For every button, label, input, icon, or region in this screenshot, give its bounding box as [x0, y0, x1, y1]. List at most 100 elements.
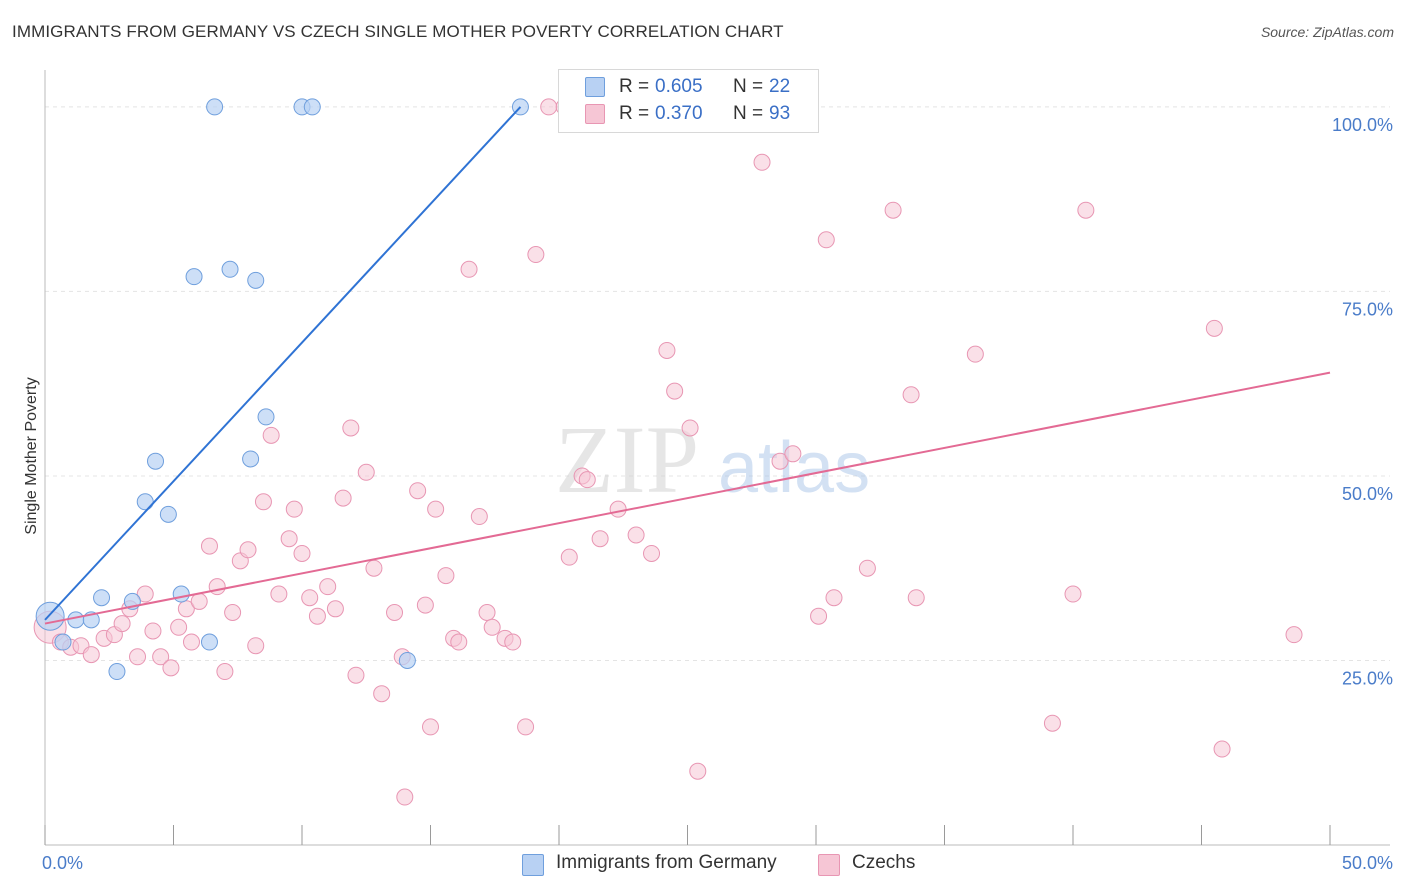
czech-point — [681, 419, 699, 437]
czech-point — [858, 559, 876, 577]
germany-point — [108, 663, 126, 681]
czech-n-label: N = — [733, 103, 764, 124]
germany-points — [35, 98, 529, 681]
watermark-atlas: atlas — [718, 428, 870, 508]
czech-point — [200, 537, 218, 555]
czech-point — [136, 585, 154, 603]
germany-point — [136, 493, 154, 511]
germany-point — [257, 408, 275, 426]
grid-lines — [45, 106, 1390, 661]
bottom-czech-label: Czechs — [852, 852, 916, 873]
czech-point — [591, 530, 609, 548]
czech-point — [224, 604, 242, 621]
czech-point — [817, 231, 835, 249]
germany-point — [200, 633, 218, 651]
czech-point — [907, 589, 925, 607]
y-axis-label: Single Mother Poverty — [23, 377, 40, 534]
czech-point — [1077, 201, 1095, 219]
czech-point — [560, 548, 578, 566]
germany-n-label: N = — [733, 76, 764, 97]
czech-trend-line — [44, 371, 1331, 625]
czech-point — [1205, 319, 1223, 337]
czech-point — [308, 607, 326, 625]
czech-point — [753, 153, 771, 171]
germany-point — [247, 271, 265, 289]
czech-point — [966, 345, 984, 363]
czech-point — [357, 463, 375, 481]
germany-r-value: 0.605 — [655, 76, 703, 97]
czech-point — [627, 526, 645, 544]
x-tick-label: 0.0% — [42, 853, 83, 873]
czech-point — [216, 663, 234, 681]
czech-point — [416, 596, 434, 614]
germany-point — [221, 260, 239, 278]
czech-point — [902, 386, 920, 404]
czech-point — [113, 615, 131, 633]
czech-point — [578, 471, 596, 489]
czech-point — [884, 201, 902, 219]
czech-point — [409, 482, 427, 500]
czech-point — [784, 445, 802, 463]
czech-point — [504, 633, 522, 651]
czech-point — [527, 246, 545, 264]
czech-r-value: 0.370 — [655, 103, 703, 124]
germany-point — [242, 450, 260, 468]
germany-point — [172, 585, 190, 603]
czech-point — [280, 530, 298, 548]
czech-point — [437, 567, 455, 585]
bottom-germany-swatch — [522, 854, 544, 876]
czech-point — [1043, 714, 1061, 732]
czech-point — [170, 618, 188, 636]
trend-lines — [44, 106, 1331, 625]
czech-point — [658, 341, 676, 359]
germany-point — [35, 601, 65, 631]
watermark-zip: ZIP — [555, 406, 699, 513]
czech-point — [262, 426, 280, 444]
czech-point — [422, 718, 439, 736]
germany-point — [147, 452, 165, 470]
czech-point — [190, 592, 208, 610]
czech-point — [129, 648, 147, 666]
watermark: ZIP atlas — [555, 406, 870, 513]
czech-point — [689, 762, 707, 780]
czech-point — [347, 666, 365, 684]
czech-point — [666, 382, 684, 400]
germany-point — [303, 98, 321, 116]
czech-point — [540, 98, 558, 116]
germany-swatch — [585, 77, 605, 97]
czech-point — [152, 648, 170, 666]
czech-point — [427, 500, 445, 518]
bottom-czech-swatch — [818, 854, 840, 876]
czech-point — [334, 489, 352, 507]
germany-n-value: 22 — [769, 76, 791, 97]
germany-trend-line — [44, 106, 522, 621]
czech-point — [162, 659, 180, 677]
czech-point — [643, 544, 661, 562]
germany-point — [206, 98, 224, 116]
y-tick-label: 50.0% — [1342, 484, 1393, 504]
correlation-legend: R = 0.605 N = 22 R = 0.370 N = 93 — [558, 69, 819, 133]
czech-point — [270, 585, 288, 603]
czech-point — [478, 604, 496, 621]
germany-point — [159, 505, 177, 523]
source-label: Source: ZipAtlas.com — [1260, 24, 1394, 40]
czech-point — [1064, 585, 1082, 603]
czech-point — [771, 452, 789, 470]
czech-point — [342, 419, 360, 437]
germany-point — [67, 611, 85, 629]
czech-point — [483, 618, 501, 636]
czech-point — [285, 500, 303, 518]
germany-point — [93, 589, 111, 607]
czech-point — [293, 544, 311, 562]
germany-point — [185, 268, 203, 286]
czech-n-value: 93 — [769, 103, 791, 124]
x-tick-label: 50.0% — [1342, 853, 1393, 873]
czech-point — [396, 788, 414, 806]
axes — [44, 70, 1390, 846]
czech-point — [326, 600, 344, 618]
czech-point — [365, 559, 383, 577]
y-tick-label: 25.0% — [1342, 668, 1393, 688]
czech-point — [182, 633, 200, 651]
czech-point — [208, 578, 226, 596]
